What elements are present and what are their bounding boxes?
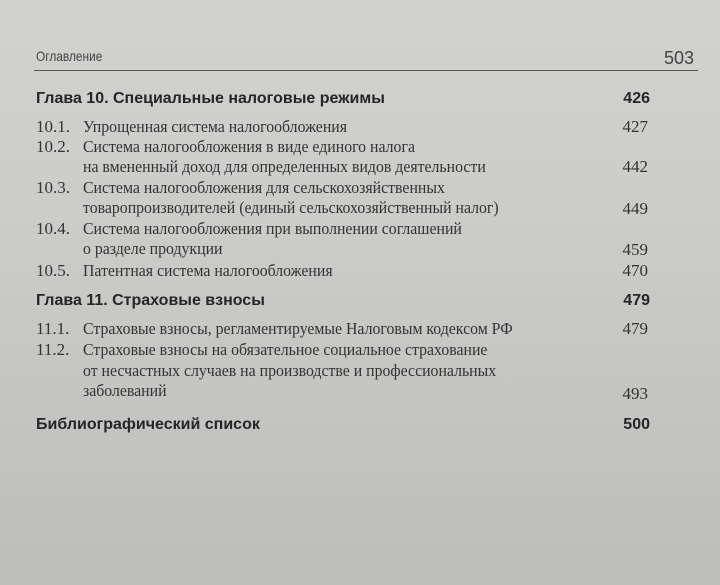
section-title: Страховые взносы, регламентируемые Налог… (83, 319, 513, 338)
section-title-cont: о разделе продукции (83, 239, 223, 258)
section-title: Упрощенная система налогообложения (83, 117, 348, 136)
bibliography-page: 500 (623, 416, 650, 433)
section-title: Страховые взносы на обязательное социаль… (83, 340, 488, 359)
section-number: 10.3. (36, 178, 70, 197)
section-page: 427 (622, 117, 649, 136)
section-page: 493 (622, 384, 649, 403)
section-number: 11.1. (36, 319, 70, 338)
chapter-11-title: Глава 11. Страховые взносы (36, 292, 265, 309)
section-number: 11.2. (36, 340, 70, 359)
section-title-cont: заболеваний (83, 381, 167, 400)
section-number: 10.4. (36, 219, 70, 238)
section-number: 10.2. (36, 137, 70, 156)
section-page: 470 (622, 261, 649, 280)
section-title-cont: товаропроизводителей (единый сельскохозя… (83, 198, 499, 217)
section-page: 449 (622, 199, 649, 218)
running-title: Оглавление (36, 48, 103, 64)
bibliography-title: Библиографический список (36, 416, 260, 433)
section-title-cont: от несчастных случаев на производстве и … (83, 361, 497, 380)
section-page: 442 (622, 157, 649, 176)
chapter-11-page: 479 (623, 292, 650, 309)
section-title: Патентная система налогообложения (83, 261, 333, 280)
chapter-10-title: Глава 10. Специальные налоговые режимы (36, 90, 385, 107)
section-page: 479 (622, 319, 649, 338)
section-title: Система налогообложения в виде единого н… (83, 137, 415, 156)
page-number: 503 (664, 48, 695, 68)
section-page: 459 (622, 240, 649, 259)
chapter-10-page: 426 (623, 90, 650, 107)
section-title-cont: на вмененный доход для определенных видо… (83, 157, 486, 176)
header-rule (34, 70, 698, 71)
section-number: 10.1. (36, 117, 70, 136)
section-number: 10.5. (36, 261, 70, 280)
section-title: Система налогообложения для сельскохозяй… (83, 178, 445, 197)
section-title: Система налогообложения при выполнении с… (83, 219, 462, 238)
